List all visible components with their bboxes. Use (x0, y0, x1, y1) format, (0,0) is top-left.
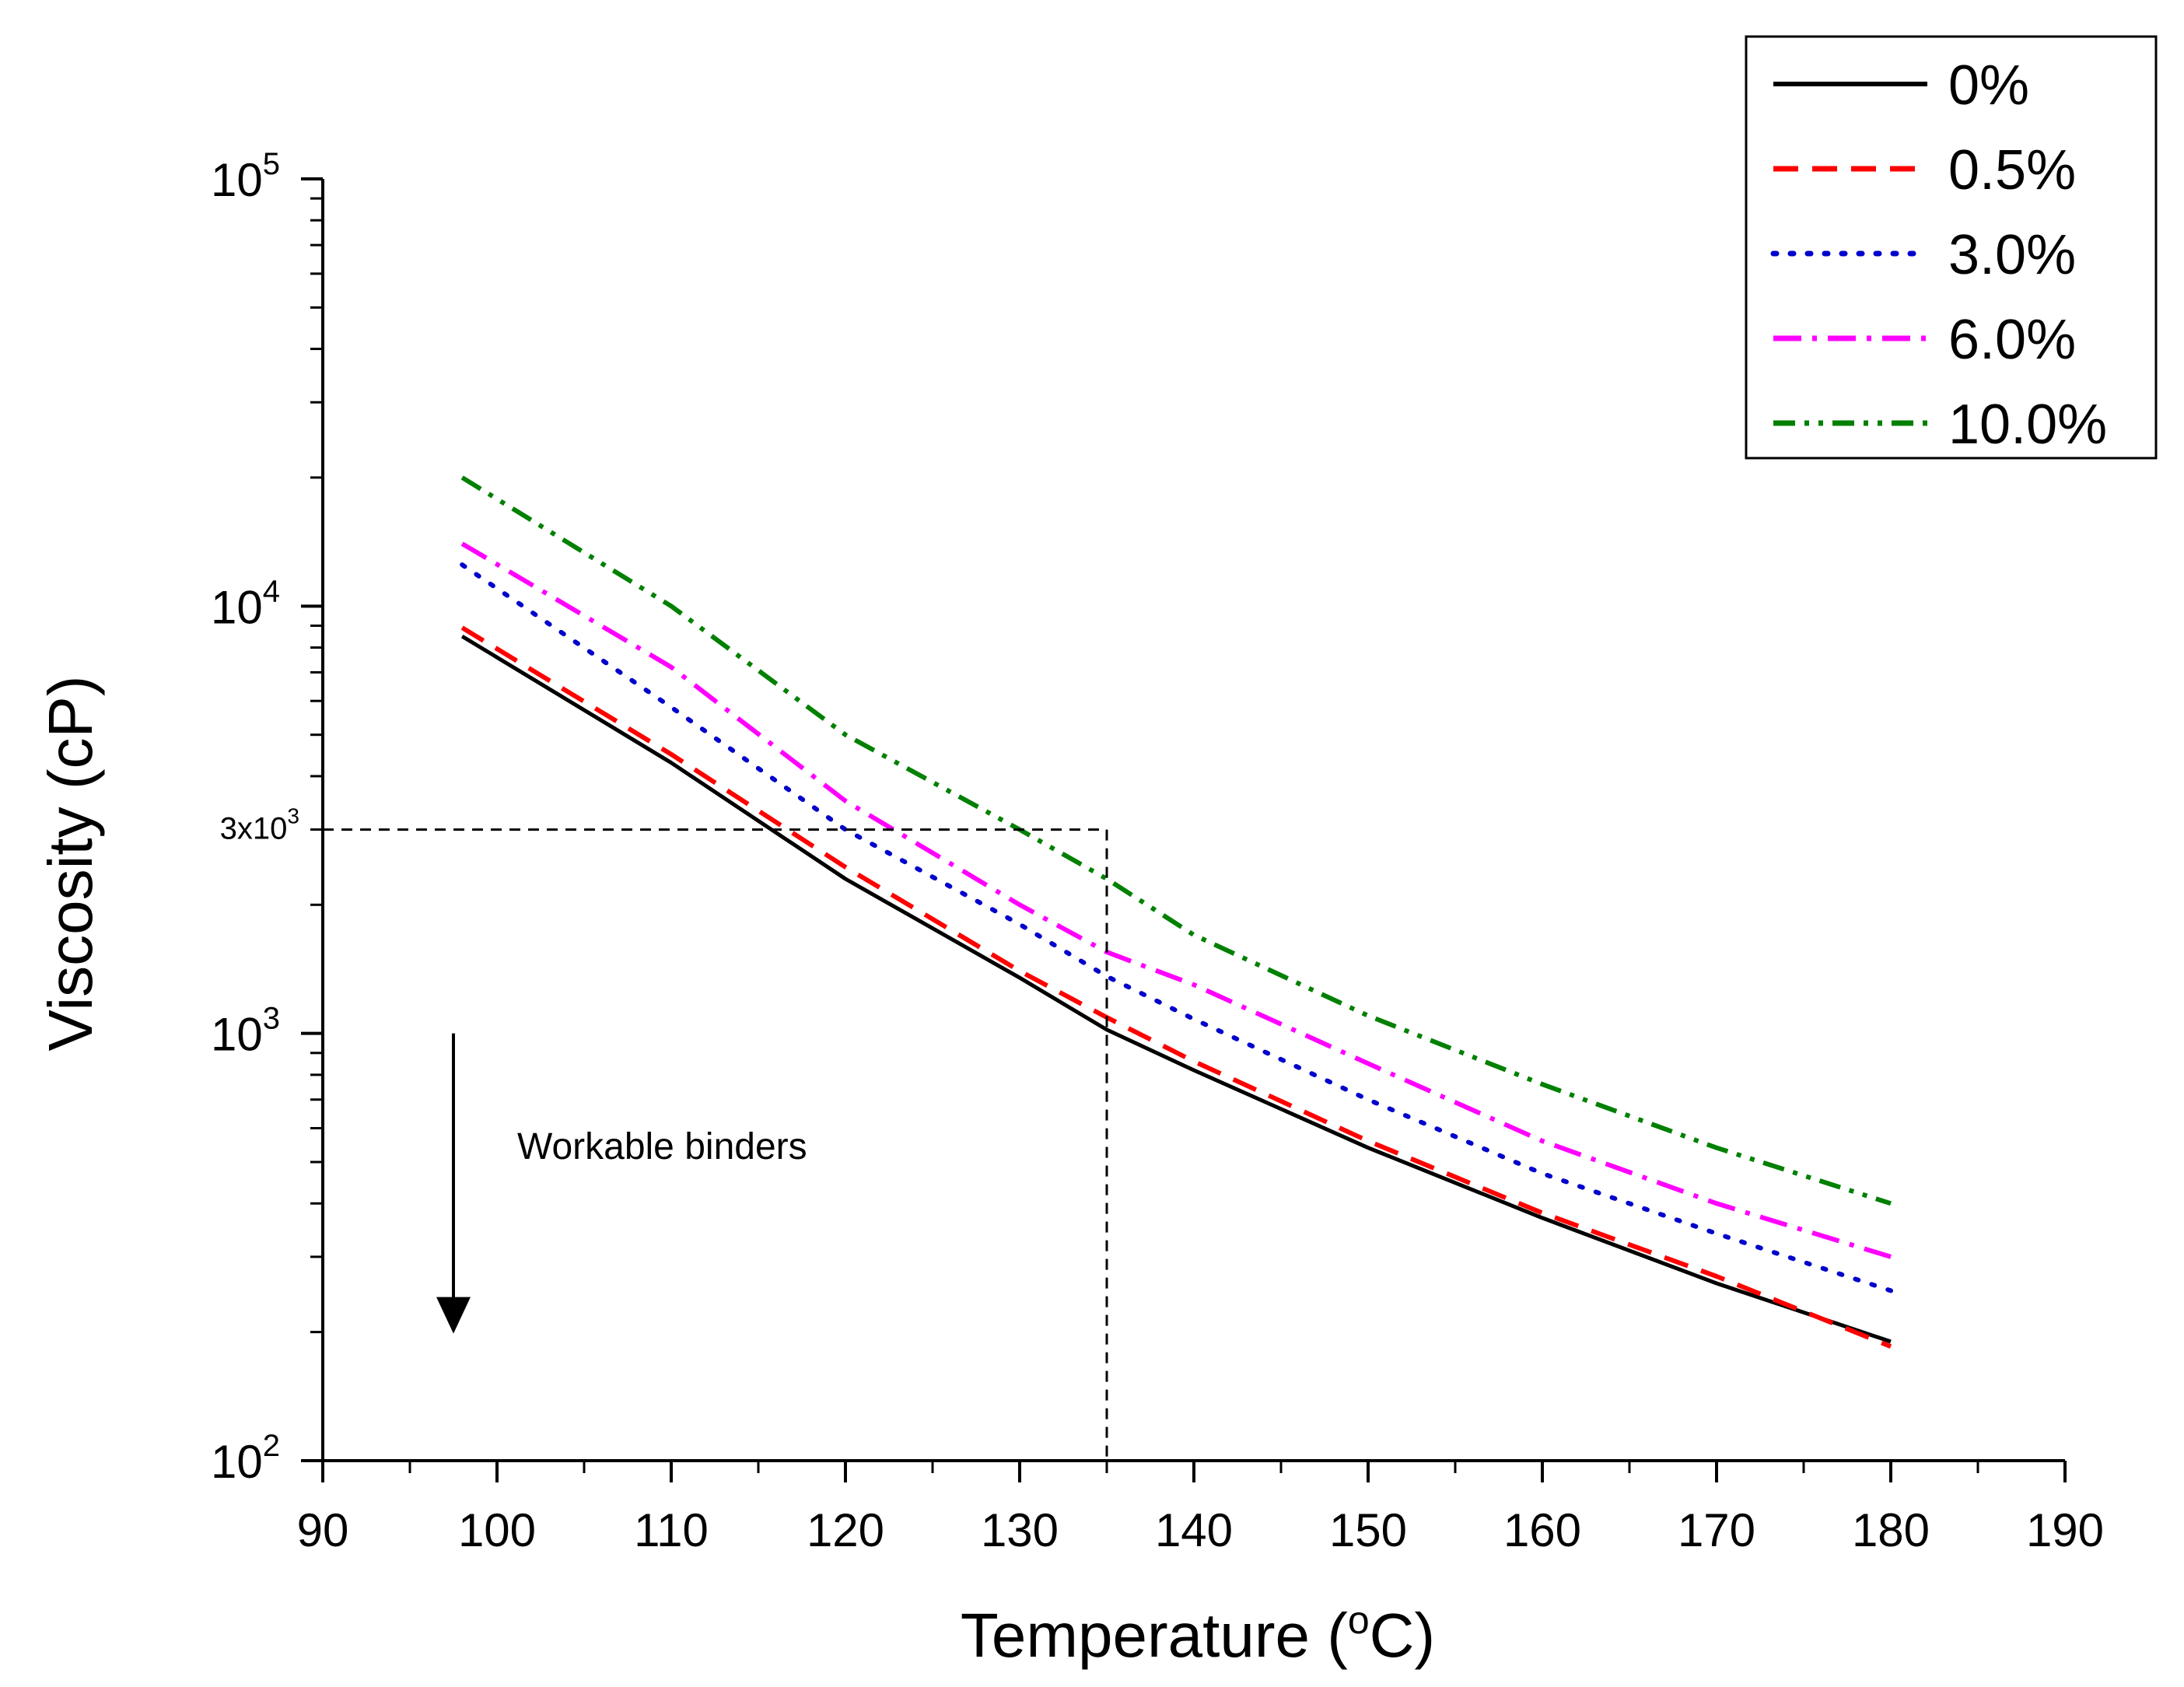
reference-y-label: 3x103 (220, 804, 299, 846)
workable-binders-annotation: Workable binders (436, 1033, 807, 1334)
legend: 0% 0.5% 3.0% 6.0% 10.0% (1745, 35, 2158, 460)
x-tick-label: 140 (1155, 1504, 1233, 1556)
x-tick-label: 90 (297, 1504, 349, 1556)
workable-binders-label: Workable binders (517, 1126, 807, 1167)
plot-lines (460, 475, 1893, 1349)
x-tick-label: 100 (458, 1504, 536, 1556)
workable-arrow-head (436, 1297, 471, 1334)
ticks (301, 177, 2067, 1482)
legend-label: 3.0% (1948, 224, 2076, 286)
series-line-0-5- (460, 625, 1892, 1349)
y-tick-label: 102 (211, 1429, 280, 1488)
x-axis-title-end: C) (1370, 1601, 1435, 1670)
x-tick-label: 170 (1678, 1504, 1755, 1556)
x-tick-label: 150 (1329, 1504, 1407, 1556)
x-tick-label: 120 (807, 1504, 884, 1556)
legend-box (1745, 35, 2158, 460)
x-axis-title: Temperature (oC) (961, 1598, 1435, 1670)
x-tick-label: 130 (981, 1504, 1059, 1556)
reference-lines: 3x103 (220, 804, 1108, 1461)
x-tick-label: 160 (1503, 1504, 1581, 1556)
y-tick-label: 104 (211, 574, 280, 633)
x-tick-label: 190 (2026, 1504, 2104, 1556)
legend-label: 6.0% (1948, 309, 2076, 371)
x-axis-title-sup: o (1348, 1598, 1370, 1642)
x-tick-label: 110 (634, 1504, 709, 1556)
series-line-0- (460, 634, 1892, 1344)
legend-label: 0.5% (1948, 139, 2076, 201)
legend-label: 0% (1948, 54, 2029, 117)
x-axis-title-main: Temperature ( (961, 1601, 1348, 1670)
series-line-6-0- (460, 541, 1892, 1259)
legend-label: 10.0% (1948, 394, 2107, 456)
x-tick-label: 180 (1852, 1504, 1930, 1556)
series-line-3-0- (460, 562, 1893, 1293)
y-tick-label: 103 (211, 1002, 280, 1061)
y-axis-title: Viscosity (cP) (36, 675, 105, 1051)
series-line-10-0- (460, 475, 1892, 1206)
tick-labels: 90 100 110 120 130 140 150 160 170 180 190 102 103 10… (211, 147, 2104, 1556)
y-tick-label: 105 (211, 147, 280, 206)
